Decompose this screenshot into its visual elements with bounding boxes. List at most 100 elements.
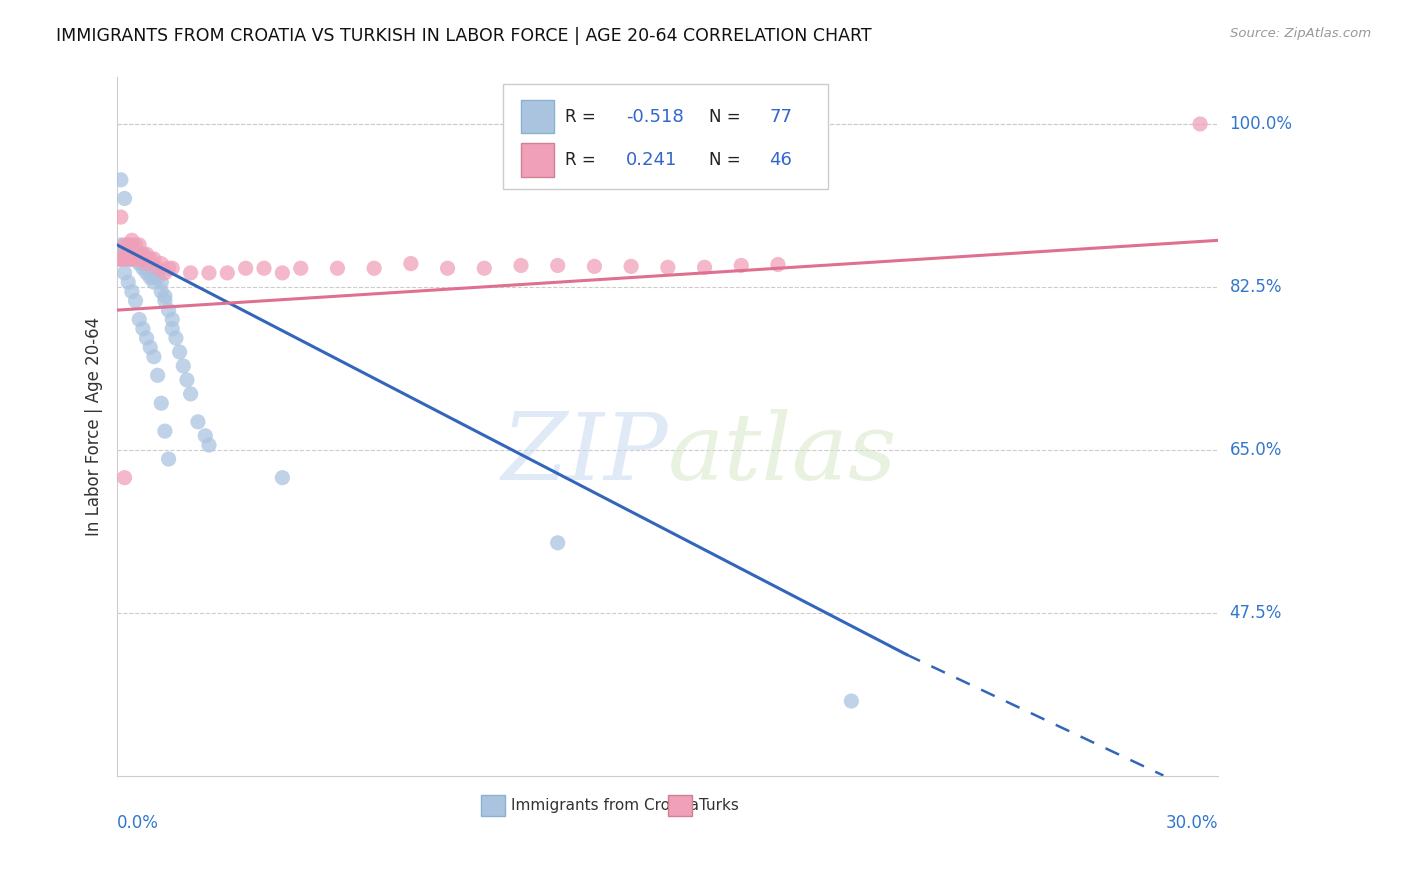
Point	[139, 257, 162, 271]
Point	[117, 252, 139, 266]
Point	[139, 340, 162, 354]
Point	[124, 238, 146, 252]
Point	[290, 261, 312, 276]
Point	[111, 252, 134, 266]
Point	[114, 471, 136, 485]
Point	[110, 238, 132, 252]
Point	[124, 252, 146, 266]
Text: 82.5%: 82.5%	[1230, 278, 1282, 296]
Point	[117, 238, 139, 252]
Point	[363, 261, 385, 276]
Point	[162, 261, 184, 276]
Point	[142, 350, 165, 364]
Text: IMMIGRANTS FROM CROATIA VS TURKISH IN LABOR FORCE | AGE 20-64 CORRELATION CHART: IMMIGRANTS FROM CROATIA VS TURKISH IN LA…	[56, 27, 872, 45]
Point	[217, 266, 239, 280]
Point	[135, 261, 157, 276]
Point	[510, 259, 533, 273]
Point	[121, 238, 143, 252]
Point	[142, 270, 165, 285]
Point	[121, 252, 143, 266]
Point	[271, 471, 294, 485]
Point	[271, 266, 294, 280]
Point	[146, 266, 169, 280]
Point	[472, 261, 495, 276]
Point	[399, 257, 422, 271]
Point	[124, 252, 146, 266]
Point	[135, 252, 157, 266]
Point	[165, 331, 187, 345]
Point	[436, 261, 458, 276]
Point	[132, 322, 155, 336]
Point	[132, 252, 155, 266]
Point	[121, 252, 143, 266]
Y-axis label: In Labor Force | Age 20-64: In Labor Force | Age 20-64	[86, 317, 103, 536]
Point	[139, 252, 162, 266]
Point	[128, 252, 150, 266]
Point	[146, 270, 169, 285]
Point	[114, 247, 136, 261]
Text: 47.5%: 47.5%	[1230, 604, 1282, 622]
Point	[110, 210, 132, 224]
Point	[150, 275, 173, 289]
Point	[132, 257, 155, 271]
Point	[235, 261, 257, 276]
Point	[135, 257, 157, 271]
Point	[124, 252, 146, 266]
Point	[157, 452, 180, 467]
Point	[172, 359, 194, 373]
Point	[124, 293, 146, 308]
Text: atlas: atlas	[668, 409, 897, 500]
Point	[121, 252, 143, 266]
Point	[1189, 117, 1212, 131]
Point	[180, 387, 202, 401]
Point	[124, 252, 146, 266]
Point	[110, 252, 132, 266]
Text: N =: N =	[709, 151, 745, 169]
Text: 65.0%: 65.0%	[1230, 441, 1282, 458]
Point	[121, 252, 143, 266]
Point	[146, 261, 169, 276]
Point	[153, 289, 176, 303]
Point	[124, 247, 146, 261]
Text: Turks: Turks	[699, 798, 738, 813]
Bar	[481, 795, 505, 816]
Text: R =: R =	[565, 151, 602, 169]
Text: 30.0%: 30.0%	[1166, 814, 1219, 832]
Point	[117, 275, 139, 289]
Point	[121, 285, 143, 299]
Bar	[522, 143, 554, 177]
Point	[153, 424, 176, 438]
Point	[169, 345, 191, 359]
Point	[253, 261, 276, 276]
Point	[139, 261, 162, 276]
Point	[128, 252, 150, 266]
Point	[157, 261, 180, 276]
Text: 100.0%: 100.0%	[1230, 115, 1292, 133]
Text: 0.241: 0.241	[626, 151, 678, 169]
Point	[121, 233, 143, 247]
Point	[132, 261, 155, 276]
Point	[157, 303, 180, 318]
Point	[114, 252, 136, 266]
Point	[150, 396, 173, 410]
Point	[124, 252, 146, 266]
Point	[142, 261, 165, 276]
Point	[153, 293, 176, 308]
Point	[114, 238, 136, 252]
Point	[128, 257, 150, 271]
Bar	[668, 795, 692, 816]
Point	[128, 252, 150, 266]
Point	[117, 247, 139, 261]
Point	[198, 266, 221, 280]
Point	[194, 429, 217, 443]
Point	[730, 259, 752, 273]
Point	[150, 285, 173, 299]
Point	[139, 270, 162, 285]
Point	[132, 252, 155, 266]
Point	[150, 257, 173, 271]
Point	[132, 247, 155, 261]
Point	[114, 191, 136, 205]
Point	[132, 252, 155, 266]
Text: 46: 46	[769, 151, 792, 169]
Text: ZIP: ZIP	[501, 409, 668, 500]
